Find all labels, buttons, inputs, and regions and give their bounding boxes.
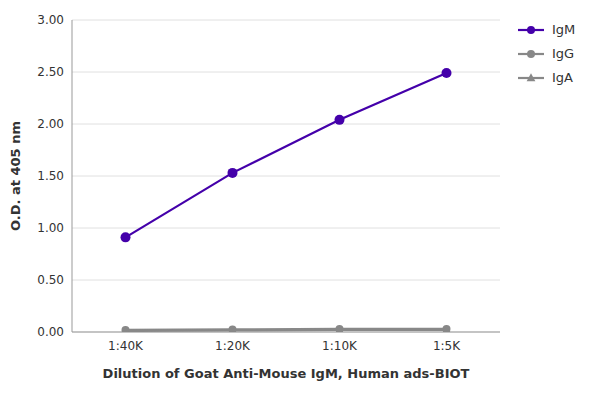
x-axis-label: Dilution of Goat Anti-Mouse IgM, Human a… [103,366,470,381]
legend-label: IgA [552,70,573,85]
y-tick-label: 2.00 [37,117,64,131]
x-tick-label: 1:10K [322,339,358,353]
y-tick-label: 0.00 [37,325,64,339]
legend-marker [527,26,535,34]
y-tick-label: 1.00 [37,221,64,235]
legend-label: IgM [552,22,575,37]
grid [72,20,500,332]
legend: IgM IgG IgA [518,22,575,85]
point [229,325,237,332]
point [121,232,131,242]
legend-marker [527,73,536,81]
y-axis-label: O.D. at 405 nm [8,121,23,231]
x-tick-label: 1:20K [215,339,251,353]
point [228,168,238,178]
point [228,326,237,332]
y-tick-label: 3.00 [37,13,64,27]
grid-line [72,228,500,229]
plot-area [121,68,452,332]
y-tick-label: 2.50 [37,65,64,79]
point [335,325,344,332]
point [121,326,130,332]
chart-container: 0.00 0.50 1.00 1.50 2.00 2.50 3.00 1:40K 1:20K 1:… [0,0,600,394]
point [442,68,452,78]
grid-line [72,20,500,21]
series-line [126,73,447,237]
x-tick-label: 1:40K [108,339,144,353]
y-tick-label: 1.50 [37,169,64,183]
point [336,325,344,332]
point [443,325,451,332]
point [335,115,345,125]
y-axis-line [72,20,73,332]
legend-marker [527,50,535,58]
grid-line [72,176,500,177]
point [442,325,451,332]
grid-line [72,72,500,73]
grid-line [72,280,500,281]
series-line [126,330,447,331]
x-tick-label: 1:5K [433,339,461,353]
chart-svg: 0.00 0.50 1.00 1.50 2.00 2.50 3.00 1:40K 1:20K 1:… [0,0,600,394]
y-tick-label: 0.50 [37,273,64,287]
grid-line [72,124,500,125]
legend-label: IgG [552,46,574,61]
